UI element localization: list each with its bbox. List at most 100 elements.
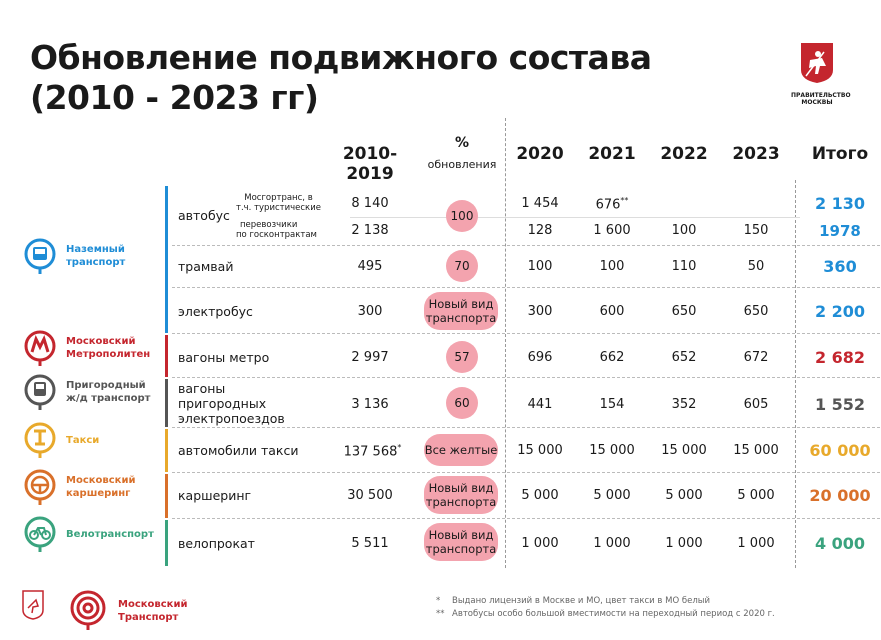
rail-name-line: пригородных xyxy=(178,396,267,411)
bicycle-icon xyxy=(24,516,56,552)
category-bar-surface xyxy=(165,186,168,333)
carsharing-2020: 5 000 xyxy=(521,488,559,503)
rail-pct-value: 60 xyxy=(454,396,470,410)
bike-pct-badge: Новый вид транспорта xyxy=(424,523,498,561)
metro-2021: 662 xyxy=(599,350,625,365)
tram-2020: 100 xyxy=(527,259,553,274)
footnote-mark: * xyxy=(436,596,441,606)
row-name-carsharing: каршеринг xyxy=(178,488,252,503)
bus-a-2020: 1 454 xyxy=(521,196,559,211)
taxi-icon xyxy=(24,422,56,458)
bus-b-2021: 1 600 xyxy=(593,223,631,238)
bus-b-total: 1978 xyxy=(819,222,861,240)
footnote-text: Выдано лицензий в Москве и МО, цвет такс… xyxy=(452,596,710,606)
metro-pct-value: 57 xyxy=(454,350,470,364)
row-separator xyxy=(172,245,880,246)
tram-2021: 100 xyxy=(599,259,625,274)
column-separator xyxy=(795,180,796,568)
category-label-line: ж/д транспорт xyxy=(66,393,151,404)
taxi-total: 60 000 xyxy=(809,441,871,460)
category-label-line: Метрополитен xyxy=(66,349,151,360)
electrobus-period: 300 xyxy=(357,304,383,319)
header-period: 2010- 2019 xyxy=(342,144,398,184)
bike-2023: 1 000 xyxy=(737,536,775,551)
electrobus-2020: 300 xyxy=(527,304,553,319)
bike-period: 5 511 xyxy=(351,536,389,551)
row-separator xyxy=(172,377,880,378)
category-label-line: Наземный xyxy=(66,244,125,255)
footnote-mark: ** xyxy=(436,609,445,619)
footnote-text: Автобусы особо большой вместимости на пе… xyxy=(452,609,775,619)
row-separator xyxy=(172,472,880,473)
moscow-government-logo: ПРАВИТЕЛЬСТВО МОСКВЫ xyxy=(791,42,851,106)
carsharing-2023: 5 000 xyxy=(737,488,775,503)
bus-b-period: 2 138 xyxy=(351,223,389,238)
electrobus-2023: 650 xyxy=(743,304,769,319)
bus-b-2022: 100 xyxy=(671,223,697,238)
taxi-period-footnote-mark: * xyxy=(397,443,402,452)
bike-pct-line: транспорта xyxy=(425,542,497,556)
taxi-pct-badge: Все желтые xyxy=(424,434,498,466)
bike-pct-line: Новый вид xyxy=(428,528,494,542)
row-name-metro: вагоны метро xyxy=(178,350,270,365)
bus-a-2021: 676** xyxy=(582,196,642,212)
category-label-line: Московский xyxy=(66,475,136,486)
category-bar-rail xyxy=(165,379,168,427)
metro-icon xyxy=(24,330,56,366)
metro-total: 2 682 xyxy=(814,348,866,367)
moscow-transport-brand: Московский Транспорт xyxy=(118,598,187,624)
bike-2020: 1 000 xyxy=(521,536,559,551)
rail-period: 3 136 xyxy=(351,397,389,412)
row-name-electrobus: электробус xyxy=(178,304,253,319)
moscow-coat-of-arms-icon xyxy=(801,43,833,83)
rail-2021: 154 xyxy=(599,397,625,412)
rail-total: 1 552 xyxy=(814,395,866,414)
row-separator xyxy=(172,287,880,288)
brand-line: Транспорт xyxy=(118,612,179,623)
moscow-coat-of-arms-small-icon xyxy=(22,590,44,620)
category-suburban-rail: Пригородный ж/д транспорт xyxy=(22,374,150,410)
bus-sub-line: т.ч. туристические xyxy=(236,203,321,213)
bus-b-2023: 150 xyxy=(743,223,769,238)
bus-b-2020: 128 xyxy=(527,223,553,238)
electrobus-total: 2 200 xyxy=(814,302,866,321)
tram-2023: 50 xyxy=(747,259,765,274)
title-line-1: Обновление подвижного состава xyxy=(30,38,652,77)
category-label-line: каршеринг xyxy=(66,488,131,499)
header-2020: 2020 xyxy=(516,144,564,164)
steering-wheel-icon xyxy=(24,469,56,505)
bus-pct-value: 100 xyxy=(450,209,474,223)
taxi-period: 137 568* xyxy=(335,443,410,459)
metro-period: 2 997 xyxy=(351,350,389,365)
carsharing-pct-badge: Новый вид транспорта xyxy=(424,476,498,514)
electrobus-pct-badge: Новый вид транспорта xyxy=(424,292,498,330)
category-bar-carsharing xyxy=(165,474,168,518)
row-separator xyxy=(172,333,880,334)
category-bike: Велотранспорт xyxy=(22,516,154,552)
category-label-line: транспорт xyxy=(66,257,126,268)
bus-sub-line: по госконтрактам xyxy=(236,230,317,240)
header-total: Итого xyxy=(811,144,869,164)
tram-pct-badge: 70 xyxy=(446,250,478,282)
metro-2020: 696 xyxy=(527,350,553,365)
row-separator xyxy=(172,518,880,519)
carsharing-period: 30 500 xyxy=(347,488,393,503)
bus-pct-badge: 100 xyxy=(446,200,478,232)
row-name-tram: трамвай xyxy=(178,259,234,274)
bus-a-2021-value: 676 xyxy=(595,197,621,213)
tram-pct-value: 70 xyxy=(454,259,470,273)
category-surface-transport: Наземный транспорт xyxy=(22,238,125,274)
taxi-pct-value: Все желтые xyxy=(424,443,498,457)
category-bar-taxi xyxy=(165,429,168,472)
row-name-rail: вагоны пригородных электропоездов xyxy=(178,381,285,426)
tram-period: 495 xyxy=(357,259,383,274)
header-pct-symbol: % xyxy=(454,135,470,151)
rail-name-line: электропоездов xyxy=(178,411,285,426)
category-bar-metro xyxy=(165,335,168,377)
metro-pct-badge: 57 xyxy=(446,341,478,373)
rail-name-line: вагоны xyxy=(178,381,226,396)
category-label-line: Велотранспорт xyxy=(66,528,154,540)
taxi-period-value: 137 568 xyxy=(343,444,398,460)
carsharing-pct-line: транспорта xyxy=(425,495,497,509)
title-line-2: (2010 - 2023 гг) xyxy=(30,78,319,117)
